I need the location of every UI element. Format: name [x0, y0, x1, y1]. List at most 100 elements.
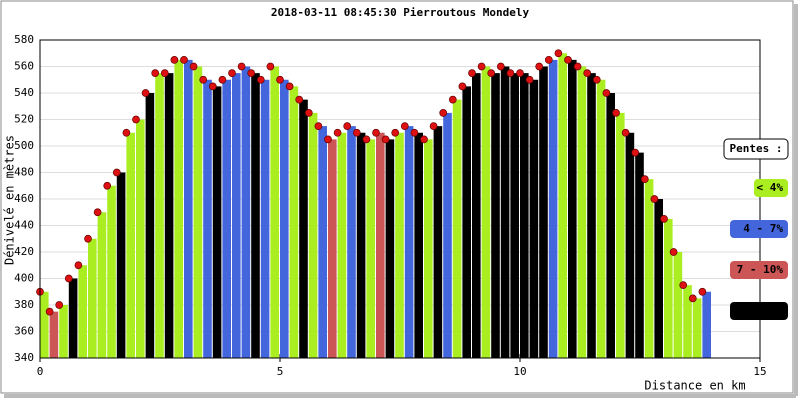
elevation-bar	[395, 132, 404, 358]
elevation-point	[372, 128, 380, 137]
elevation-bar	[664, 218, 673, 358]
elevation-point	[669, 248, 678, 256]
elevation-point	[410, 128, 419, 137]
elevation-bar	[481, 66, 491, 358]
elevation-point	[400, 122, 409, 130]
elevation-point	[564, 56, 572, 64]
elevation-point	[103, 181, 112, 190]
elevation-bar	[164, 73, 174, 358]
elevation-point	[535, 62, 544, 71]
elevation-bar	[126, 132, 135, 358]
elevation-point	[698, 287, 707, 296]
elevation-point	[679, 281, 688, 289]
elevation-point	[218, 75, 227, 84]
elevation-point	[314, 122, 323, 130]
elevation-point	[362, 135, 371, 144]
elevation-bar	[606, 93, 615, 358]
elevation-bar	[414, 132, 423, 358]
elevation-bar	[692, 298, 702, 358]
elevation-bar	[500, 66, 510, 358]
elevation-bar	[88, 238, 97, 358]
elevation-bar	[433, 126, 443, 358]
elevation-bar	[520, 73, 529, 358]
elevation-point	[112, 168, 121, 177]
elevation-bar	[596, 79, 606, 358]
elevation-point	[55, 301, 64, 309]
elevation-bar	[174, 59, 183, 358]
elevation-point	[343, 122, 352, 130]
elevation-bar	[376, 132, 385, 358]
elevation-bar	[155, 73, 164, 358]
legend-title: Pentes :	[730, 142, 783, 155]
y-tick-label: 580	[14, 33, 34, 46]
legend-label: > 10%	[750, 304, 783, 317]
plot-border	[39, 39, 761, 359]
elevation-point	[688, 294, 697, 303]
y-tick-label: 460	[14, 192, 34, 205]
x-tick-label: 15	[753, 365, 766, 378]
elevation-point	[468, 69, 476, 77]
elevation-point	[247, 69, 256, 77]
elevation-bar	[702, 291, 711, 358]
elevation-point	[295, 95, 304, 104]
elevation-bar	[347, 126, 356, 358]
elevation-bar	[251, 73, 260, 358]
elevation-bar	[212, 86, 222, 358]
elevation-point	[621, 128, 630, 137]
legend-label: 4 - 7%	[743, 222, 783, 235]
y-tick-label: 440	[14, 219, 34, 232]
elevation-point	[64, 274, 73, 283]
elevation-bar	[184, 59, 193, 358]
elevation-bar	[308, 112, 318, 358]
elevation-bar	[289, 86, 299, 358]
elevation-point	[324, 135, 332, 144]
chart-title: 2018-03-11 08:45:30 Pierroutous Mondely	[271, 6, 530, 19]
elevation-bar	[491, 73, 500, 358]
elevation-point	[429, 122, 438, 130]
elevation-bar	[472, 73, 481, 358]
elevation-bar	[68, 278, 78, 358]
elevation-bar	[683, 285, 692, 358]
elevation-point	[650, 195, 659, 203]
elevation-bar	[193, 66, 203, 358]
elevation-point	[160, 69, 169, 77]
elevation-point	[592, 75, 601, 84]
elevation-point	[285, 82, 294, 91]
elevation-point	[640, 175, 649, 183]
elevation-bar	[241, 66, 251, 358]
elevation-bar	[116, 172, 126, 358]
elevation-bar	[404, 126, 414, 358]
elevation-point	[256, 75, 265, 84]
elevation-point	[516, 69, 524, 77]
elevation-point	[122, 128, 131, 137]
elevation-bar	[616, 112, 625, 358]
elevation-bar	[356, 132, 366, 358]
elevation-bar	[510, 73, 519, 358]
elevation-bar	[318, 126, 327, 358]
elevation-point	[458, 82, 467, 91]
elevation-point	[189, 62, 198, 71]
elevation-point	[477, 62, 486, 71]
elevation-point	[352, 128, 361, 137]
x-tick-label: 0	[37, 365, 44, 378]
elevation-bar	[577, 66, 587, 358]
frame-shadow	[4, 394, 796, 398]
elevation-point	[93, 208, 102, 217]
elevation-point	[660, 215, 668, 223]
elevation-point	[573, 62, 582, 71]
elevation-bar	[203, 79, 212, 358]
elevation-bar	[299, 99, 308, 358]
elevation-bar	[78, 265, 87, 358]
elevation-point	[420, 135, 428, 144]
x-tick-label: 5	[277, 365, 284, 378]
y-tick-label: 540	[14, 86, 34, 99]
y-tick-label: 500	[14, 139, 34, 152]
elevation-bar	[635, 152, 644, 358]
elevation-point	[151, 69, 160, 77]
elevation-point	[333, 128, 342, 137]
frame-shadow	[794, 4, 798, 396]
elevation-bar	[59, 305, 68, 358]
y-tick-label: 420	[14, 245, 34, 258]
elevation-bar	[462, 86, 471, 358]
